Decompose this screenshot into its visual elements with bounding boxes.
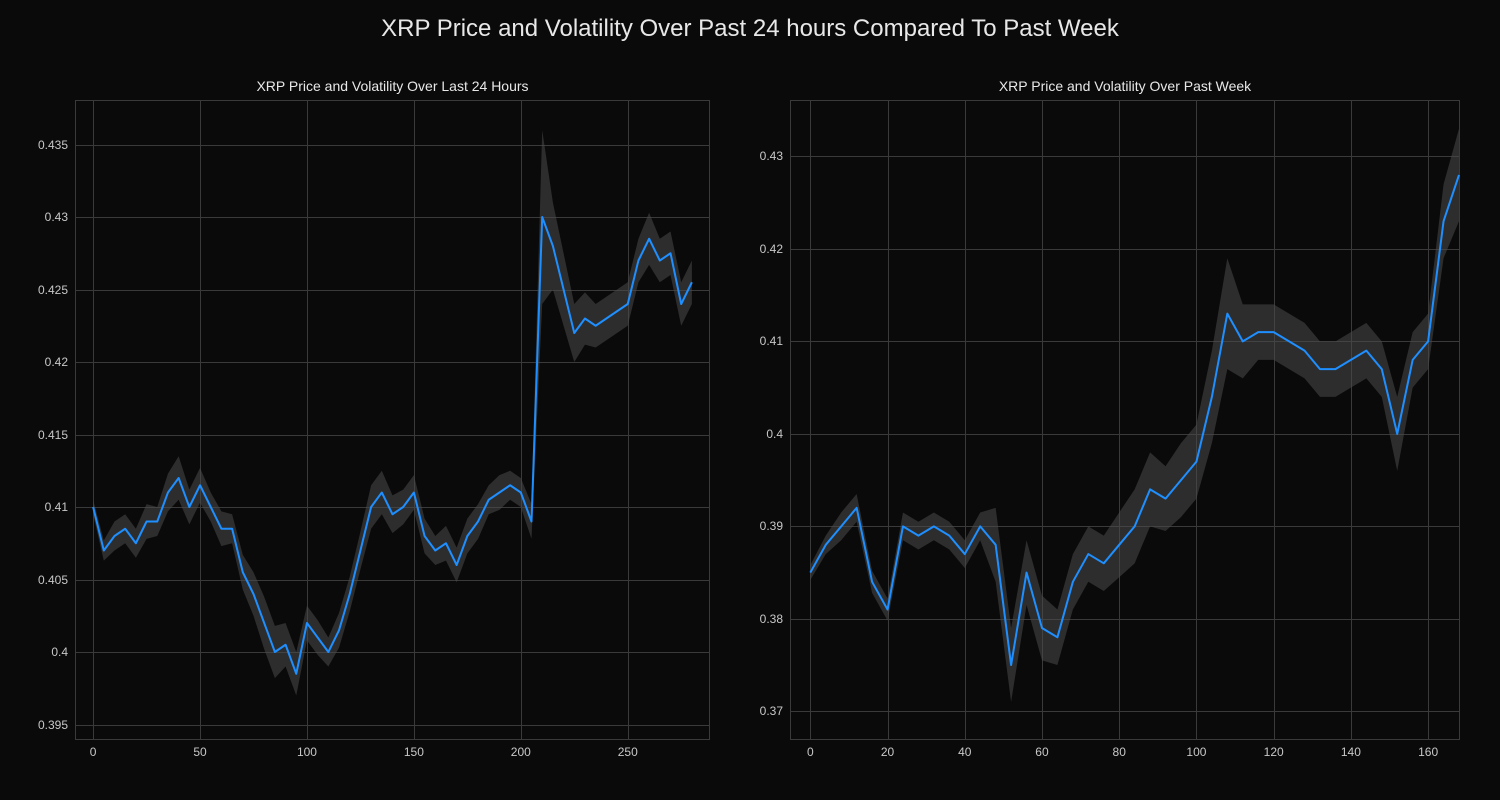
x-tick-label: 100 (1186, 739, 1206, 759)
right-plot-area: 0.370.380.390.40.410.420.430204060801001… (790, 100, 1460, 740)
left-chart: XRP Price and Volatility Over Last 24 Ho… (75, 100, 710, 740)
x-tick-label: 20 (881, 739, 894, 759)
left-plot-area: 0.3950.40.4050.410.4150.420.4250.430.435… (75, 100, 710, 740)
figure: XRP Price and Volatility Over Past 24 ho… (0, 0, 1500, 800)
y-tick-label: 0.4 (51, 645, 76, 659)
series-svg (76, 101, 709, 739)
y-tick-label: 0.405 (38, 573, 76, 587)
y-tick-label: 0.37 (760, 704, 791, 718)
x-tick-label: 120 (1264, 739, 1284, 759)
y-tick-label: 0.415 (38, 428, 76, 442)
left-chart-title: XRP Price and Volatility Over Last 24 Ho… (75, 78, 710, 94)
x-tick-label: 160 (1418, 739, 1438, 759)
y-tick-label: 0.39 (760, 519, 791, 533)
x-tick-label: 200 (511, 739, 531, 759)
y-tick-label: 0.43 (45, 210, 76, 224)
right-chart-title: XRP Price and Volatility Over Past Week (790, 78, 1460, 94)
x-tick-label: 150 (404, 739, 424, 759)
price-line (93, 217, 692, 674)
y-tick-label: 0.42 (760, 242, 791, 256)
y-tick-label: 0.43 (760, 149, 791, 163)
y-tick-label: 0.41 (760, 334, 791, 348)
y-tick-label: 0.41 (45, 500, 76, 514)
x-tick-label: 40 (958, 739, 971, 759)
y-tick-label: 0.42 (45, 355, 76, 369)
x-tick-label: 60 (1035, 739, 1048, 759)
x-tick-label: 100 (297, 739, 317, 759)
x-tick-label: 0 (807, 739, 814, 759)
y-tick-label: 0.425 (38, 283, 76, 297)
x-tick-label: 140 (1341, 739, 1361, 759)
y-tick-label: 0.435 (38, 138, 76, 152)
main-title: XRP Price and Volatility Over Past 24 ho… (0, 15, 1500, 43)
volatility-band (93, 130, 692, 696)
x-tick-label: 80 (1113, 739, 1126, 759)
series-svg (791, 101, 1459, 739)
right-chart: XRP Price and Volatility Over Past Week … (790, 100, 1460, 740)
x-tick-label: 0 (90, 739, 97, 759)
x-tick-label: 250 (618, 739, 638, 759)
y-tick-label: 0.4 (766, 427, 791, 441)
x-tick-label: 50 (193, 739, 206, 759)
volatility-band (810, 129, 1459, 702)
y-tick-label: 0.395 (38, 718, 76, 732)
y-tick-label: 0.38 (760, 612, 791, 626)
price-line (810, 175, 1459, 665)
